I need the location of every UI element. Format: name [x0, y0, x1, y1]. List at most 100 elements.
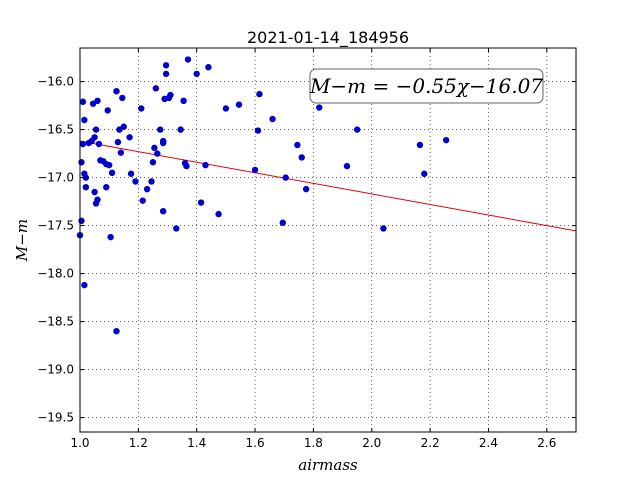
data-point: [78, 159, 85, 166]
data-point: [159, 208, 167, 215]
data-point: [82, 184, 90, 191]
data-point: [251, 166, 259, 174]
data-point: [114, 138, 122, 146]
data-point: [91, 134, 98, 141]
y-tick-label: −18.5: [37, 315, 74, 329]
data-point: [157, 126, 164, 133]
data-point: [302, 185, 310, 193]
data-point: [205, 63, 212, 71]
data-point: [81, 281, 88, 289]
data-point: [94, 97, 101, 105]
data-point: [215, 210, 222, 218]
data-point: [343, 162, 351, 170]
data-point: [152, 85, 160, 92]
data-point: [149, 159, 157, 166]
data-point: [108, 169, 116, 176]
data-point: [103, 184, 110, 191]
y-tick-label: −17.0: [37, 171, 74, 185]
data-point: [167, 91, 174, 99]
annotation-text: M−m = −0.55χ−16.07: [309, 74, 543, 98]
data-point: [416, 141, 424, 149]
x-tick-label: 1.0: [70, 436, 89, 450]
data-point: [119, 94, 126, 102]
data-point: [113, 328, 120, 335]
data-point: [117, 149, 125, 156]
data-point: [173, 225, 180, 232]
data-point: [132, 178, 139, 185]
x-tick-label: 2.0: [362, 436, 381, 450]
y-axis-label: M−m: [13, 219, 31, 262]
data-point: [126, 134, 133, 141]
data-point: [91, 188, 98, 196]
data-points: [76, 56, 450, 335]
data-point: [107, 233, 114, 241]
data-point: [162, 62, 170, 69]
data-point: [95, 140, 103, 148]
x-tick-label: 1.8: [304, 436, 323, 450]
data-point: [154, 150, 161, 157]
data-point: [279, 219, 286, 226]
data-point: [113, 88, 120, 95]
data-point: [148, 178, 155, 185]
x-tick-label: 2.6: [537, 436, 556, 450]
data-point: [197, 199, 205, 206]
plot-frame: [79, 47, 577, 433]
grid: [79, 48, 576, 432]
data-point: [127, 170, 135, 177]
data-point: [254, 127, 262, 134]
data-point: [177, 126, 184, 133]
x-tick-label: 1.2: [129, 436, 148, 450]
y-tick-label: −16.0: [37, 75, 74, 89]
data-point: [81, 116, 88, 124]
data-point: [78, 217, 85, 224]
y-tick-label: −19.5: [37, 411, 74, 425]
data-point: [79, 98, 87, 105]
y-tick-label: −16.5: [37, 123, 74, 137]
data-point: [79, 140, 87, 148]
x-tick-label: 2.4: [479, 436, 498, 450]
x-tick-label: 1.4: [187, 436, 206, 450]
data-point: [82, 174, 90, 181]
data-point: [92, 126, 100, 133]
axis-ticks: 1.0 1.2 1.4 1.6 1.8 2.0 2.2 2.4 2.6 −16.0 −16.5 −17…: [37, 48, 576, 450]
data-point: [442, 136, 450, 144]
data-point: [94, 196, 101, 203]
data-point: [298, 154, 305, 161]
x-axis-label: airmass: [298, 456, 358, 474]
y-tick-label: −17.5: [37, 219, 74, 233]
x-tick-label: 2.2: [421, 436, 440, 450]
data-point: [193, 70, 200, 78]
data-point: [353, 126, 361, 133]
data-point: [143, 185, 151, 193]
fit-line-layer: [79, 140, 577, 232]
data-point: [104, 107, 111, 114]
y-tick-label: −18.0: [37, 267, 74, 281]
data-point: [184, 56, 192, 63]
data-point: [139, 197, 146, 204]
fit-line: [79, 140, 577, 232]
annotation-box: [309, 68, 544, 104]
data-point: [151, 144, 158, 152]
data-point: [202, 161, 209, 169]
chart-title: 2021-01-14_184956: [247, 28, 409, 48]
data-point: [222, 105, 230, 112]
data-point: [120, 123, 127, 130]
data-point: [162, 70, 170, 78]
fit-annotation: M−m = −0.55χ−16.07: [309, 68, 544, 104]
x-tick-label: 1.6: [246, 436, 265, 450]
data-point: [138, 105, 145, 112]
data-point: [256, 90, 263, 98]
data-point: [183, 162, 190, 170]
data-point: [180, 97, 187, 105]
data-point: [294, 141, 301, 149]
data-point: [380, 225, 387, 232]
data-point: [159, 137, 167, 145]
data-point: [421, 170, 428, 177]
data-point: [316, 104, 323, 111]
data-point: [269, 115, 276, 123]
data-point: [282, 174, 289, 181]
y-tick-label: −19.0: [37, 363, 74, 377]
data-point: [235, 101, 243, 108]
data-point: [105, 161, 113, 169]
